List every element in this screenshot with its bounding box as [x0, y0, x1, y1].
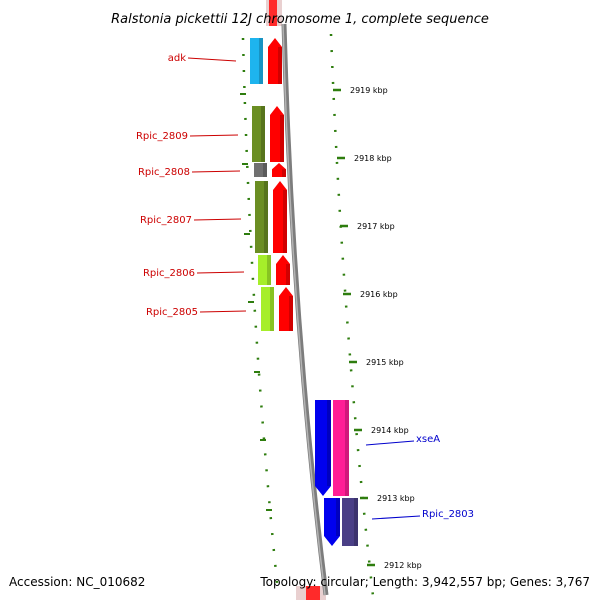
- gene-feature-shade: [270, 287, 274, 331]
- gene-feature-block: [333, 400, 349, 496]
- gene-label[interactable]: Rpic_2805: [146, 307, 198, 318]
- gene-feature-shade: [345, 400, 349, 496]
- gene-feature-shade: [263, 163, 267, 177]
- gene-feature-block: [250, 38, 263, 84]
- cds-arrow-shade: [336, 498, 340, 536]
- scale-ticks: 2919 kbp 2918 kbp 2917 kbp 2916 kbp 2915 kbp…: [333, 86, 422, 570]
- gene-feature-block: [255, 181, 268, 253]
- scale-tick-label: 2914 kbp: [371, 426, 409, 435]
- gene-feature-shade: [267, 255, 271, 285]
- gene-feature-block: [261, 287, 274, 331]
- gene-feature-shade: [354, 498, 358, 546]
- gene-rpic-2809[interactable]: Rpic_2809: [136, 106, 284, 162]
- scale-tick-label: 2913 kbp: [377, 494, 415, 503]
- gene-feature-block: [254, 163, 267, 177]
- cds-arrow-shade: [278, 47, 282, 84]
- scale-tick-label: 2915 kbp: [366, 358, 404, 367]
- cds-arrow-shade: [280, 115, 284, 162]
- gene-adk[interactable]: adk: [168, 38, 282, 84]
- cds-arrow-shade: [282, 169, 286, 177]
- cds-arrow-shade: [327, 400, 331, 486]
- gene-rpic-2807[interactable]: Rpic_2807: [140, 181, 287, 253]
- scale-tick-label: 2918 kbp: [354, 154, 392, 163]
- gene-xsea[interactable]: xseA: [315, 400, 440, 496]
- left-genes: adk Rpic_2809 Rpic_2808 Rpic_2807 Rpic_2806 R…: [136, 38, 293, 331]
- gene-label[interactable]: Rpic_2806: [143, 268, 195, 279]
- gene-rpic-2808[interactable]: Rpic_2808: [138, 163, 286, 178]
- gene-rpic-2806[interactable]: Rpic_2806: [143, 255, 290, 285]
- genome-backbone-highlight: [282, 23, 326, 596]
- cds-arrow-up: [268, 38, 282, 84]
- right-genes: xseA Rpic_2803: [315, 400, 474, 546]
- gene-leader-line: [365, 440, 415, 446]
- gene-feature-shade: [261, 106, 265, 162]
- gene-feature-block: [252, 106, 265, 162]
- gene-label[interactable]: Rpic_2807: [140, 215, 192, 226]
- gene-label[interactable]: Rpic_2808: [138, 167, 190, 178]
- gene-feature-block: [258, 255, 271, 285]
- gene-leader-line: [187, 57, 237, 62]
- cds-arrow-shade: [286, 264, 290, 285]
- cds-arrow-down: [324, 498, 340, 546]
- gene-label[interactable]: Rpic_2803: [422, 509, 474, 520]
- accession-label: Accession: NC_010682: [9, 575, 145, 589]
- backbone-strip: [266, 0, 326, 600]
- cds-arrow-up: [272, 163, 286, 177]
- gene-feature-shade: [259, 38, 263, 84]
- scale-tick-label: 2919 kbp: [350, 86, 388, 95]
- scale-tick-label: 2917 kbp: [357, 222, 395, 231]
- gene-leader-line: [193, 218, 242, 221]
- cds-arrow-shade: [289, 296, 293, 331]
- gene-feature-shade: [264, 181, 268, 253]
- gene-label[interactable]: xseA: [416, 434, 440, 445]
- gene-feature-block: [342, 498, 358, 546]
- scale-tick-label: 2912 kbp: [384, 561, 422, 570]
- cds-arrow-down: [315, 400, 331, 496]
- scale-tick-label: 2916 kbp: [360, 290, 398, 299]
- chart-title: Ralstonia pickettii 12J chromosome 1, co…: [111, 12, 489, 27]
- gene-label[interactable]: adk: [168, 53, 186, 64]
- genome-summary: Topology: circular; Length: 3,942,557 bp…: [259, 575, 590, 589]
- left-guide-ticks: [240, 93, 272, 511]
- cds-arrow-up: [276, 255, 290, 285]
- genome-backbone: [281, 23, 329, 596]
- cds-arrow-up: [273, 181, 287, 253]
- gene-leader-line: [196, 271, 245, 274]
- gene-leader-line: [189, 134, 239, 137]
- gene-rpic-2805[interactable]: Rpic_2805: [146, 287, 293, 331]
- gene-leader-line: [371, 515, 421, 520]
- gene-rpic-2803[interactable]: Rpic_2803: [324, 498, 474, 546]
- gene-leader-line: [199, 310, 247, 313]
- cds-arrow-up: [270, 106, 284, 162]
- cds-arrow-shade: [283, 190, 287, 253]
- gene-leader-line: [191, 170, 241, 173]
- gene-label[interactable]: Rpic_2809: [136, 131, 188, 142]
- cds-arrow-up: [279, 287, 293, 331]
